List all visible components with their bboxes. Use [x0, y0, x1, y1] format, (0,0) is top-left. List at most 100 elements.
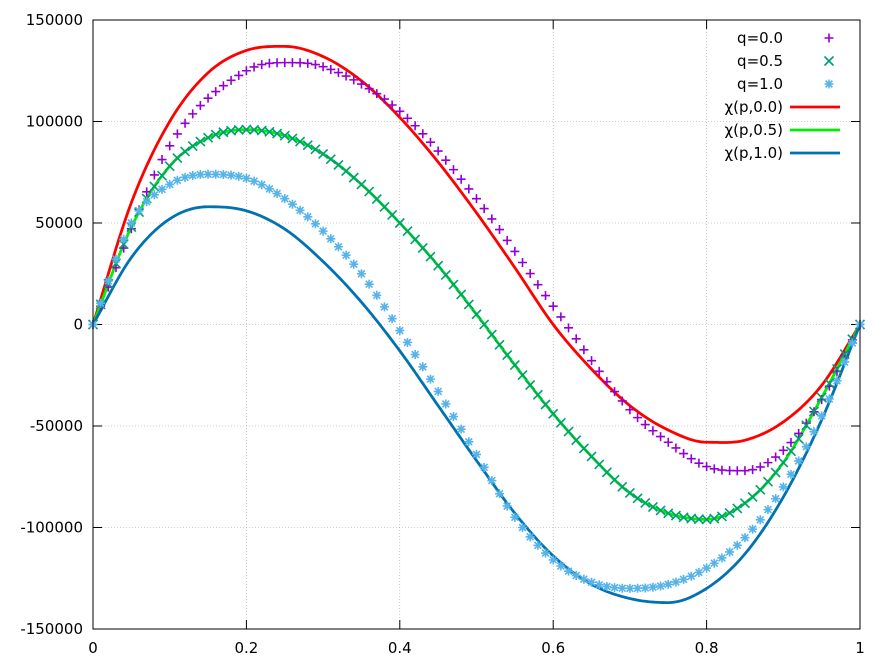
q-0-5-point	[663, 508, 674, 519]
q-1-0-point	[495, 489, 505, 499]
q-0-5-point	[295, 136, 306, 147]
q-1-0-point	[96, 298, 106, 308]
q-1-0-point	[732, 540, 742, 550]
q-0-0-point	[717, 465, 727, 475]
legend-label: q=1.0	[737, 75, 783, 93]
q-1-0-point	[103, 276, 113, 286]
q-0-5-point	[640, 497, 651, 509]
x-tick-label: 0.2	[234, 639, 258, 657]
q-0-0-point	[479, 204, 489, 214]
q-1-0-point	[702, 563, 712, 573]
q-0-0-point	[211, 87, 221, 97]
q-0-0-point	[656, 432, 666, 442]
q-0-5-point	[801, 420, 812, 431]
q-0-5-point	[425, 251, 436, 262]
q-0-0-point	[571, 334, 581, 344]
q-0-0-point	[379, 94, 389, 104]
q-0-0-point	[725, 466, 735, 476]
q-1-0-point	[234, 171, 244, 181]
q-0-0-point	[633, 413, 643, 423]
q-1-0-point	[472, 449, 481, 459]
q-1-0-point	[633, 583, 643, 593]
q-0-5-point	[387, 209, 398, 220]
q-0-5-point	[816, 392, 827, 403]
q-0-5-point	[594, 459, 605, 470]
q-0-0-point	[610, 387, 620, 397]
q-1-0-point	[648, 582, 658, 592]
q-0-5-point	[202, 132, 214, 143]
q-1-0-point	[157, 184, 167, 194]
q-0-5-point	[310, 144, 321, 155]
q-1-0-point	[257, 180, 267, 190]
q-0-5-point	[540, 399, 551, 410]
q-1-0-point	[640, 583, 650, 593]
q-0-0-point	[425, 137, 435, 147]
q-0-5-point	[632, 493, 643, 504]
q-0-5-point	[509, 360, 520, 371]
q-0-5-point	[755, 484, 766, 495]
q-1-0-point	[142, 197, 152, 207]
q-0-5-point	[494, 339, 505, 350]
y-tick-label: 100000	[26, 113, 83, 131]
q-0-5-point	[563, 426, 574, 437]
q-0-5-point	[770, 467, 781, 478]
q-0-0-point	[333, 68, 343, 78]
q-0-0-point	[748, 465, 758, 475]
q-1-0-point	[249, 176, 259, 186]
x-tick-label: 0	[88, 639, 98, 657]
q-0-5-point	[793, 433, 804, 444]
q-1-0-point	[448, 412, 458, 422]
q-1-0-point	[241, 173, 251, 183]
q-0-0-point	[740, 466, 750, 476]
q-1-0-point	[786, 469, 796, 479]
q-1-0-point	[203, 169, 213, 179]
plot-frame	[92, 19, 861, 630]
q-0-0-point	[349, 75, 359, 85]
q-0-0-point	[318, 62, 328, 72]
q-1-0-point	[418, 362, 428, 372]
q-1-0-point	[656, 581, 666, 591]
q-0-5-point	[824, 378, 835, 389]
legend-label: q=0.5	[737, 52, 783, 70]
q-0-0-point	[326, 64, 336, 74]
q-1-0-point	[840, 357, 850, 367]
q-0-5-point	[839, 349, 850, 360]
y-tick-label: -100000	[20, 519, 83, 537]
q-0-0-point	[310, 60, 320, 70]
q-0-5-point	[486, 329, 497, 340]
q-0-0-point	[280, 58, 290, 68]
q-1-0-point	[671, 577, 681, 587]
q-0-0-point	[778, 445, 788, 455]
series-points-q-1-0	[88, 169, 865, 593]
q-0-5-point	[739, 498, 751, 509]
q-0-5-point	[287, 133, 298, 144]
q-0-5-point	[578, 443, 589, 454]
q-1-0-point	[748, 524, 758, 534]
q-0-5-point	[586, 451, 597, 462]
q-1-0-point	[180, 172, 190, 182]
q-0-5-point	[778, 457, 789, 468]
q-0-5-point	[709, 513, 720, 524]
q-0-0-point	[387, 100, 397, 110]
legend-marker-point	[824, 79, 834, 89]
q-1-0-point	[771, 494, 781, 504]
q-0-0-point	[556, 312, 566, 322]
q-1-0-point	[809, 427, 819, 437]
q-0-0-point	[518, 258, 528, 268]
q-0-0-point	[709, 464, 719, 474]
q-1-0-point	[817, 411, 827, 421]
q-1-0-point	[295, 205, 305, 215]
q-0-5-point	[479, 319, 490, 330]
q-1-0-point	[272, 189, 282, 199]
q-1-0-point	[310, 219, 320, 229]
q-1-0-point	[709, 558, 719, 568]
q-1-0-point	[280, 194, 290, 204]
q-0-5-point	[264, 126, 275, 137]
q-1-0-point	[763, 505, 773, 515]
legend-label: χ(p,0.5)	[724, 121, 783, 139]
q-0-0-point	[464, 184, 474, 194]
y-tick-label: -150000	[20, 620, 83, 638]
q-0-0-point	[648, 426, 658, 436]
q-0-0-point	[702, 462, 712, 472]
q-0-5-point	[233, 124, 244, 135]
